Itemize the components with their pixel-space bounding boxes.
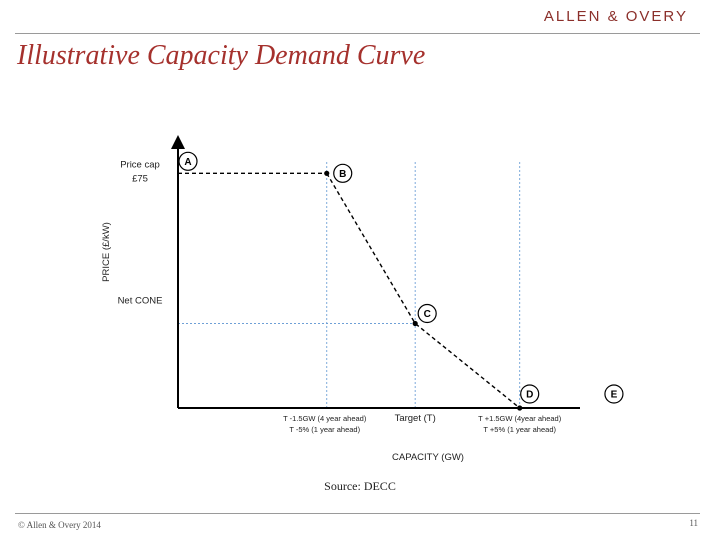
demand-curve <box>326 172 521 409</box>
series-lines <box>178 172 521 409</box>
source-note: Source: DECC <box>324 479 396 493</box>
point-e-label: E <box>611 390 618 401</box>
page-number: 11 <box>689 518 698 528</box>
point-a-badge <box>178 151 198 171</box>
footer-divider <box>15 513 700 514</box>
point-a-label: A <box>184 157 191 168</box>
y-tick-label-0-1: £75 <box>132 173 148 184</box>
data-points: A B C D E <box>178 151 624 411</box>
slide-title: Illustrative Capacity Demand Curve <box>17 40 426 71</box>
point-b-badge <box>333 163 353 183</box>
point-c-label: C <box>424 309 431 320</box>
x-tick-label-0-0: T -1.5GW (4 year ahead) <box>283 414 367 423</box>
point-d-label: D <box>526 390 533 401</box>
x-tick-labels: T -1.5GW (4 year ahead) T -5% (1 year ahe… <box>283 413 562 434</box>
copyright-text: © Allen & Overy 2014 <box>18 520 101 530</box>
point-c-marker <box>412 320 418 327</box>
y-tick-label-1-0: Net CONE <box>118 296 163 307</box>
x-tick-label-1-0: Target (T) <box>395 413 436 424</box>
x-tick-label-0-1: T -5% (1 year ahead) <box>289 425 360 434</box>
y-tick-label-0-0: Price cap <box>120 159 160 170</box>
point-c-badge <box>417 303 437 324</box>
x-tick-label-2-1: T +5% (1 year ahead) <box>483 425 556 434</box>
point-e-badge <box>604 384 624 404</box>
y-tick-labels: Price cap £75 Net CONE <box>118 159 163 306</box>
y-axis-label: PRICE (£/kW) <box>101 222 112 282</box>
point-b-marker <box>324 170 330 176</box>
point-b-label: B <box>339 169 346 180</box>
x-tick-label-2-0: T +1.5GW (4year ahead) <box>478 414 562 423</box>
point-d-marker <box>517 405 523 411</box>
x-axis-label: CAPACITY (GW) <box>392 452 464 463</box>
point-d-badge <box>520 384 540 404</box>
header-divider <box>15 33 700 34</box>
firm-logo: ALLEN & OVERY <box>543 8 688 25</box>
guides <box>178 162 521 408</box>
